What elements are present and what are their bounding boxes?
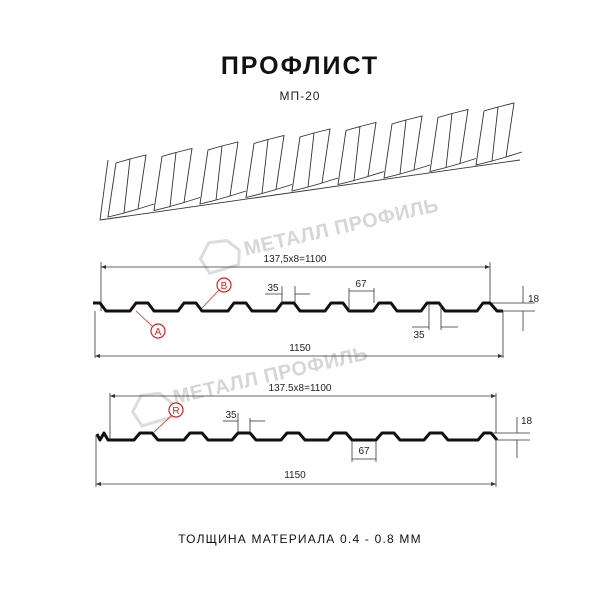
sheet-valley [215, 141, 247, 201]
total-width-label: 1150 [289, 343, 311, 354]
height-label: 18 [521, 416, 533, 427]
total-width-label: 1150 [284, 470, 306, 481]
sheet-edge [99, 159, 521, 221]
sheet-valley [307, 128, 339, 188]
material-thickness-note: ТОЛЩИНА МАТЕРИАЛА 0.4 - 0.8 ММ [178, 532, 422, 546]
sheet-3d-view [99, 102, 523, 221]
sheet-valley [353, 121, 385, 181]
sheet-rib [383, 119, 407, 179]
page-title: ПРОФЛИСТ [220, 52, 380, 80]
sheet-rib [107, 158, 131, 218]
pitch-label: 137.5x8=1100 [269, 383, 332, 394]
gap-label: 67 [358, 446, 370, 457]
top-width-label: 35 [267, 283, 279, 294]
sheet-valley [491, 102, 523, 162]
watermark-text: МЕТАЛЛ ПРОФИЛЬ [171, 343, 370, 409]
model-subtitle: МП-20 [279, 89, 321, 103]
profile-a-line [93, 301, 503, 313]
marker-a: A [155, 327, 162, 338]
top-width-label: 35 [225, 410, 237, 421]
bottom-width-label: 35 [413, 330, 425, 341]
watermark-text: МЕТАЛЛ ПРОФИЛЬ [242, 194, 441, 260]
sheet-valley [261, 134, 293, 194]
pitch-label: 137,5x8=1100 [264, 254, 327, 265]
profile-r: 137.5x8=1100 1150 35 67 18 R [95, 383, 533, 487]
marker-r: R [172, 406, 179, 417]
marker-b: B [221, 281, 228, 292]
sheet-rib [429, 112, 453, 173]
profile-a: 137,5x8=1100 1150 35 67 35 18 A B [93, 254, 540, 358]
sheet-rib [475, 106, 499, 166]
sheet-valley [445, 108, 477, 168]
sheet-rib [153, 151, 177, 212]
sheet-valley [399, 115, 431, 175]
profile-r-line [95, 431, 499, 442]
sheet-rib [199, 145, 223, 205]
gap-label: 67 [355, 279, 367, 290]
sheet-rib [291, 132, 315, 192]
sheet-valley [123, 154, 155, 214]
sheet-rib [337, 125, 361, 186]
sheet-rib [245, 138, 269, 199]
watermark-logo-2: МЕТАЛЛ ПРОФИЛЬ [130, 343, 370, 428]
sheet-valley [169, 147, 201, 207]
height-label: 18 [528, 294, 540, 305]
